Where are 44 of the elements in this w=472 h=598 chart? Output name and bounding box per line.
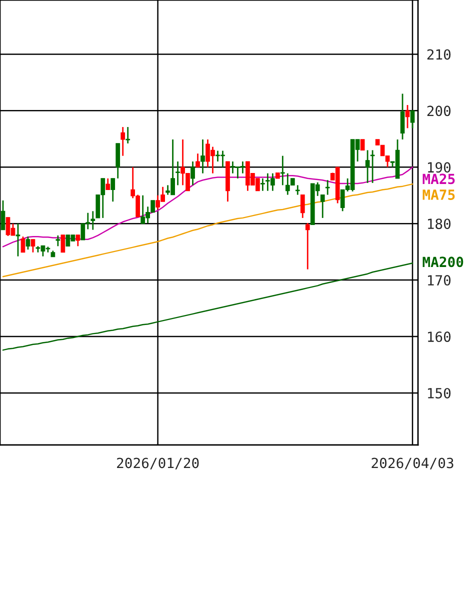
candlestick (30, 238, 36, 254)
candlestick (116, 142, 120, 180)
candlestick (106, 178, 110, 190)
candlestick (26, 236, 30, 250)
candlestick (200, 138, 205, 174)
candlestick (370, 149, 375, 184)
candlestick (280, 155, 285, 186)
candlestick (60, 234, 66, 254)
candlestick (295, 184, 300, 196)
y-tick-label: 150 (428, 388, 451, 398)
candlestick (76, 234, 80, 247)
y-tick-label: 160 (428, 332, 451, 342)
candlestick (400, 93, 405, 140)
candlestick (260, 178, 265, 192)
candlestick (90, 210, 96, 230)
line-series (2, 183, 414, 278)
candlestick (56, 234, 60, 247)
candlestick (410, 110, 415, 129)
candlestick (196, 152, 200, 168)
x-tick-label: 2026/04/03 (372, 458, 454, 470)
candlestick (16, 222, 20, 258)
y-tick-label: 210 (427, 49, 451, 60)
candlestick (320, 194, 325, 219)
y-tick-label: 190 (428, 162, 451, 173)
candlestick (120, 126, 126, 157)
candlestick (126, 126, 130, 144)
candlestick (110, 178, 116, 202)
line-series (2, 262, 414, 351)
series-label: MA75 (422, 190, 455, 200)
candlestick (20, 236, 26, 254)
candlestick (365, 149, 370, 184)
candlestick (300, 194, 305, 219)
series-label: MA200 (422, 256, 464, 268)
candlestick (360, 139, 365, 150)
series-label: MA25 (422, 174, 455, 184)
candlestick (305, 222, 310, 270)
y-tick-label: 200 (427, 106, 451, 116)
y-tick-label: 180 (428, 218, 451, 230)
x-tick-label: 2026/01/20 (117, 458, 199, 470)
candlestick (325, 179, 330, 196)
candlestick (176, 160, 180, 186)
y-tick-label: 170 (428, 275, 451, 286)
candlestick (190, 160, 195, 186)
candlestick (0, 200, 6, 230)
